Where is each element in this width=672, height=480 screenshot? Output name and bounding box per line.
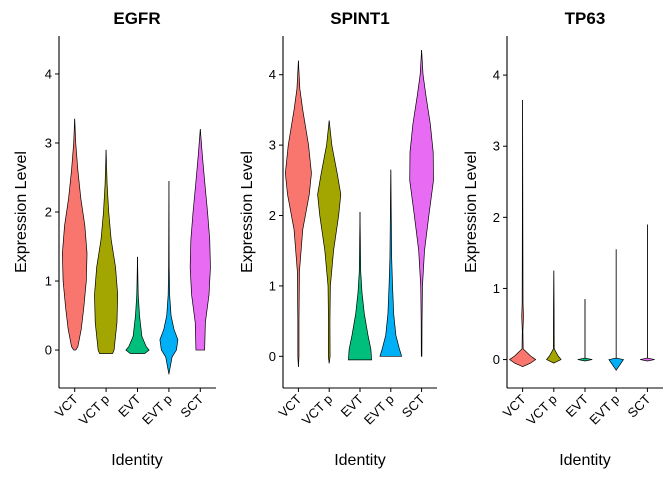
y-tick-label: 4 — [493, 68, 500, 83]
x-tick-label: EVT p — [361, 392, 397, 428]
panel-title: SPINT1 — [330, 9, 390, 28]
violin-vct — [284, 60, 312, 367]
y-axis-title: Expression Level — [239, 151, 256, 273]
violin-sct — [189, 129, 211, 351]
violin-vct-p — [317, 120, 342, 364]
y-axis-title: Expression Level — [13, 151, 30, 273]
x-tick-label: EVT p — [586, 392, 622, 428]
y-tick-label: 0 — [269, 349, 276, 364]
x-axis-title: Identity — [111, 452, 163, 469]
panel-title: EGFR — [113, 9, 160, 28]
y-tick-label: 4 — [45, 66, 52, 81]
panel-title: TP63 — [565, 9, 606, 28]
y-tick-label: 1 — [45, 274, 52, 289]
x-axis-title: Identity — [334, 452, 386, 469]
x-tick-label: EVT p — [139, 392, 175, 428]
y-tick-label: 2 — [269, 208, 276, 223]
y-tick-label: 3 — [45, 135, 52, 150]
x-tick-label: VCT p — [299, 392, 335, 428]
x-tick-label: SCT — [625, 391, 654, 420]
y-tick-label: 2 — [45, 205, 52, 220]
violin-vct-p — [546, 270, 562, 364]
y-tick-label: 3 — [493, 139, 500, 154]
y-tick-label: 1 — [493, 281, 500, 296]
y-tick-label: 0 — [45, 343, 52, 358]
y-tick-label: 0 — [493, 352, 500, 367]
y-axis-title: Expression Level — [463, 151, 480, 273]
violin-sct — [409, 50, 434, 357]
violin-evt — [125, 256, 150, 354]
violin-evt — [577, 299, 593, 362]
violin-evt-p — [608, 249, 625, 371]
violin-evt — [348, 211, 372, 361]
violin-vct — [508, 99, 537, 368]
violin-evt-p — [159, 180, 179, 375]
violin-evt-p — [379, 169, 403, 357]
y-tick-label: 1 — [269, 278, 276, 293]
y-tick-label: 4 — [269, 67, 276, 82]
violin-vct — [62, 118, 88, 351]
x-tick-label: VCT p — [523, 392, 559, 428]
violin-sct — [640, 224, 655, 362]
x-axis-title: Identity — [559, 452, 611, 469]
x-tick-label: VCT p — [76, 392, 112, 428]
y-tick-label: 3 — [269, 138, 276, 153]
x-tick-label: SCT — [177, 391, 206, 420]
y-tick-label: 2 — [493, 210, 500, 225]
violin-vct-p — [94, 149, 119, 354]
x-tick-label: SCT — [399, 391, 428, 420]
